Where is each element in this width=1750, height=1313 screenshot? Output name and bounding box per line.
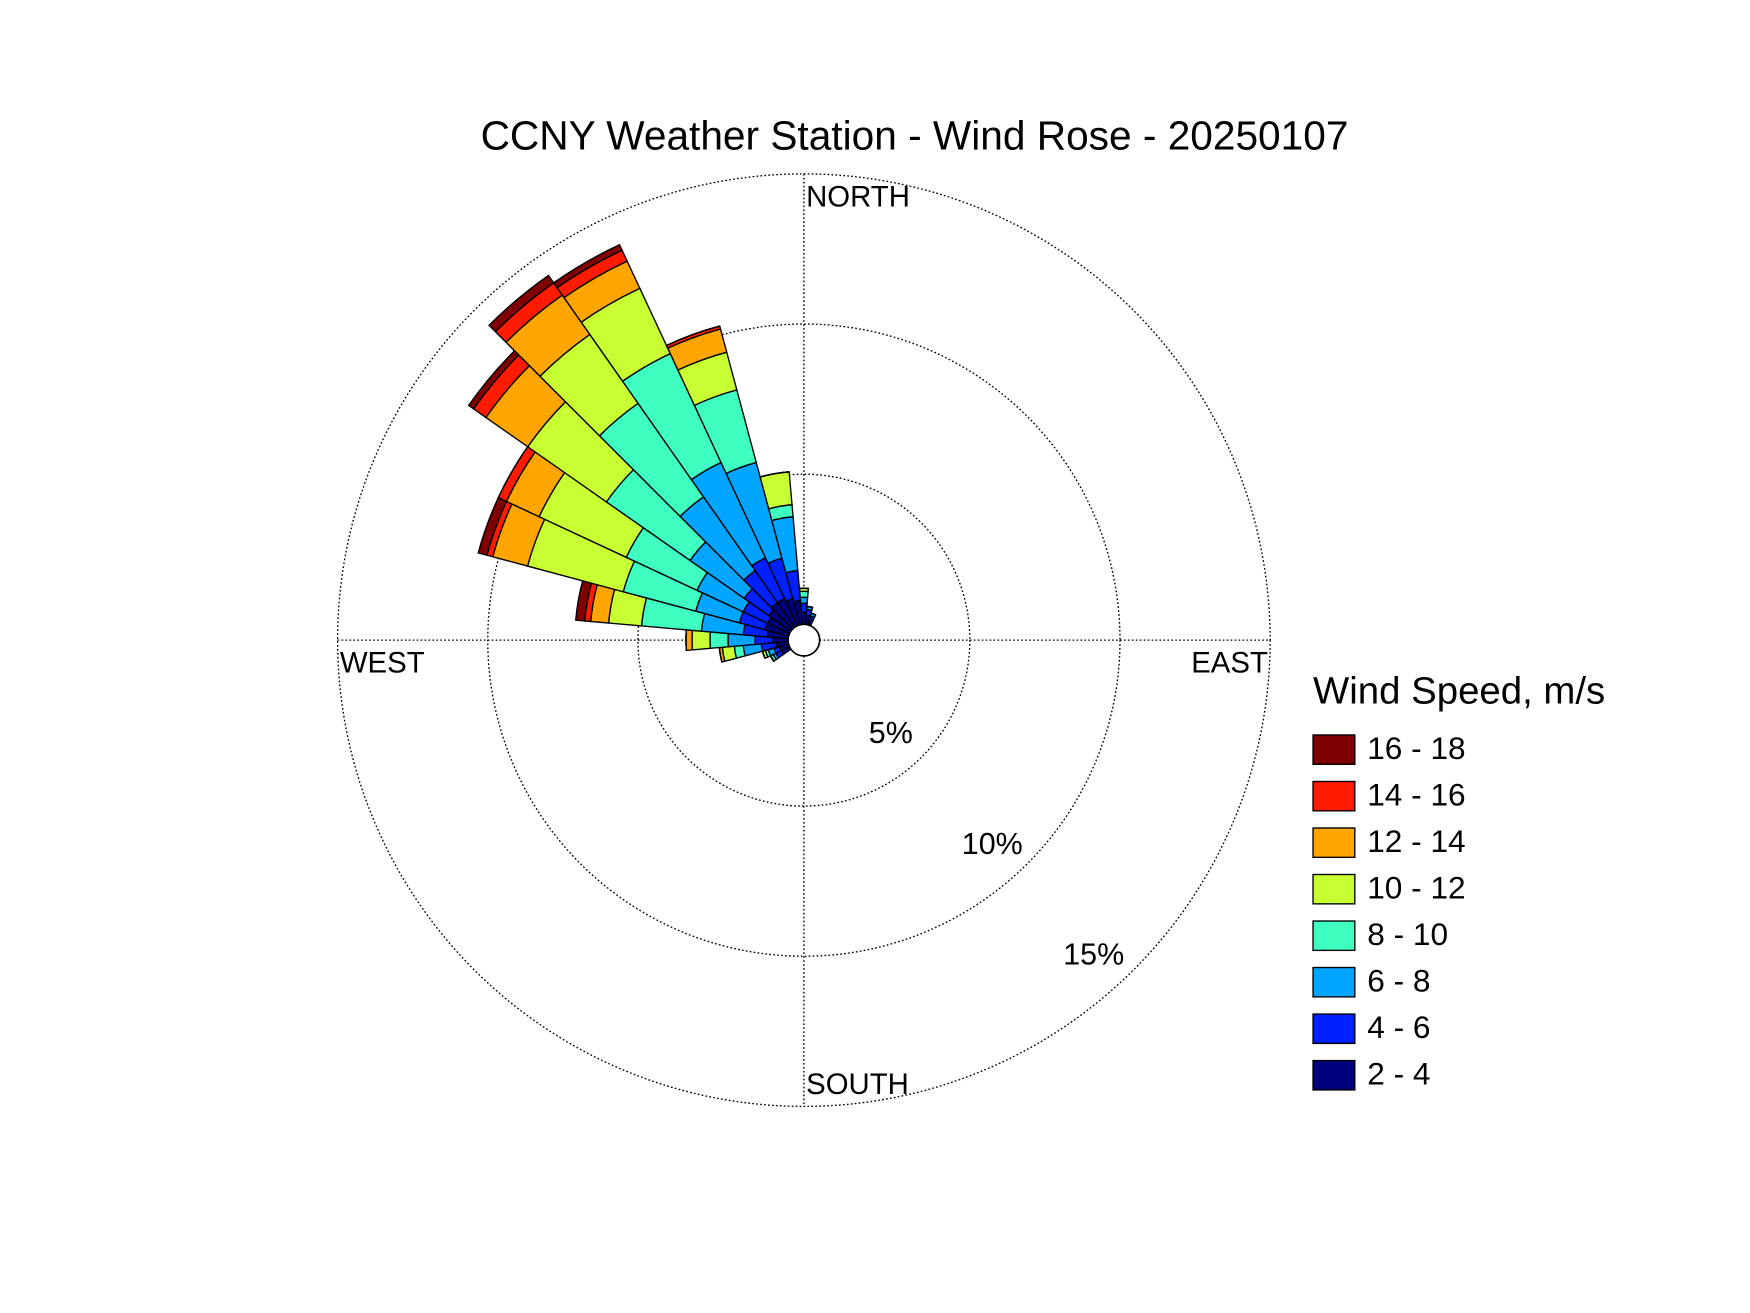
legend-swatch xyxy=(1312,920,1356,952)
center-hole xyxy=(787,623,821,657)
r-tick-label: 5% xyxy=(869,716,913,750)
legend-label: 4 - 6 xyxy=(1367,1009,1430,1045)
wedge-segment xyxy=(759,471,790,478)
r-tick-label: 10% xyxy=(962,827,1023,861)
wedge-segment xyxy=(810,612,816,616)
direction-label: NORTH xyxy=(806,180,910,213)
legend-swatch xyxy=(1312,1059,1356,1091)
wedge-segment xyxy=(806,605,813,609)
wedge-segment xyxy=(666,325,720,347)
wedge-segment xyxy=(552,243,623,289)
wedge-segment xyxy=(691,629,712,651)
direction-label: SOUTH xyxy=(806,1068,909,1101)
legend-label: 2 - 4 xyxy=(1367,1056,1430,1092)
wedge-segment xyxy=(798,590,809,599)
wedge-segment xyxy=(709,631,730,650)
wedge-segment xyxy=(685,629,694,652)
legend-swatch xyxy=(1312,873,1356,905)
wedge-segment xyxy=(488,274,555,333)
direction-label: WEST xyxy=(340,647,425,680)
legend-label: 10 - 12 xyxy=(1367,870,1465,906)
legend-swatch xyxy=(1312,1013,1356,1045)
grid-circle xyxy=(336,173,1271,1108)
r-tick-label: 15% xyxy=(1063,937,1124,971)
legend-swatch xyxy=(1312,827,1356,859)
legend-title: Wind Speed, m/s xyxy=(1313,669,1605,712)
legend-label: 12 - 14 xyxy=(1367,823,1465,859)
legend-label: 6 - 8 xyxy=(1367,963,1430,999)
chart-title: CCNY Weather Station - Wind Rose - 20250… xyxy=(481,113,1349,159)
legend-swatch xyxy=(1312,780,1356,812)
legend-label: 14 - 16 xyxy=(1367,777,1465,813)
legend-swatch xyxy=(1312,734,1356,765)
legend-swatch xyxy=(1312,966,1356,998)
legend-label: 8 - 10 xyxy=(1367,916,1448,952)
direction-label: EAST xyxy=(1191,647,1268,680)
legend-label: 16 - 18 xyxy=(1367,730,1465,766)
